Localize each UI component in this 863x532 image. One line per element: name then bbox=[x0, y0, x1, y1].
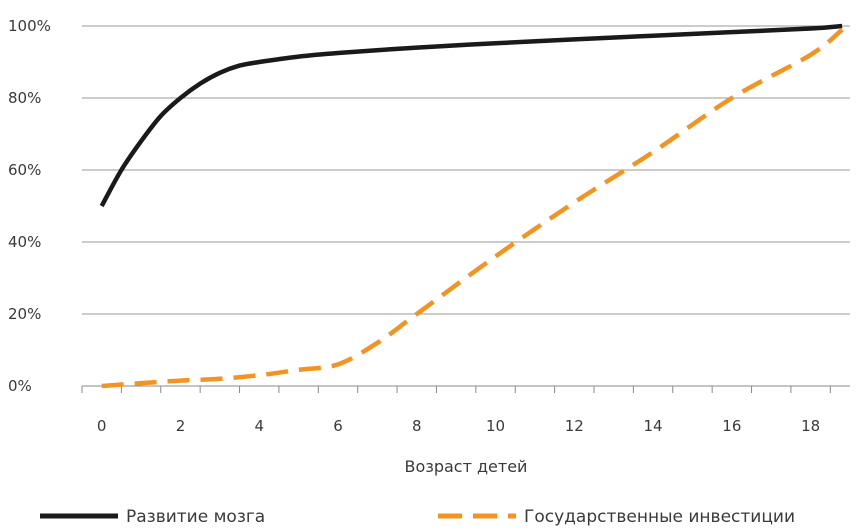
y-tick-label: 20% bbox=[8, 305, 41, 323]
series-line-0 bbox=[99, 23, 843, 208]
x-tick-label: 14 bbox=[644, 417, 663, 435]
x-tick-label: 10 bbox=[486, 417, 505, 435]
x-axis: 0 2 4 6 8 10 12 14 16 18 bbox=[81, 386, 831, 435]
legend-label-1: Государственные инвестиции bbox=[524, 507, 795, 527]
x-tick-label: 2 bbox=[176, 417, 186, 435]
y-axis: 0% 20% 40% 60% 80% 100% bbox=[8, 17, 51, 395]
y-tick-label: 40% bbox=[8, 233, 41, 251]
x-tick-label: 16 bbox=[722, 417, 741, 435]
legend-label-0: Развитие мозга bbox=[126, 507, 265, 527]
grid-lines bbox=[82, 25, 850, 387]
y-tick-label: 100% bbox=[8, 17, 51, 35]
x-tick-label: 8 bbox=[412, 417, 422, 435]
y-tick-label: 80% bbox=[8, 89, 41, 107]
x-axis-label: Возраст детей bbox=[405, 457, 528, 476]
x-tick-label: 4 bbox=[254, 417, 264, 435]
x-tick-label: 12 bbox=[565, 417, 584, 435]
y-tick-label: 0% bbox=[8, 377, 32, 395]
series-line-1 bbox=[101, 27, 844, 389]
x-tick-label: 18 bbox=[801, 417, 820, 435]
x-tick-label: 6 bbox=[333, 417, 343, 435]
legend: Развитие мозга Государственные инвестиции bbox=[40, 507, 795, 527]
series-layer bbox=[99, 23, 844, 389]
y-tick-label: 60% bbox=[8, 161, 41, 179]
x-tick-label: 0 bbox=[97, 417, 107, 435]
